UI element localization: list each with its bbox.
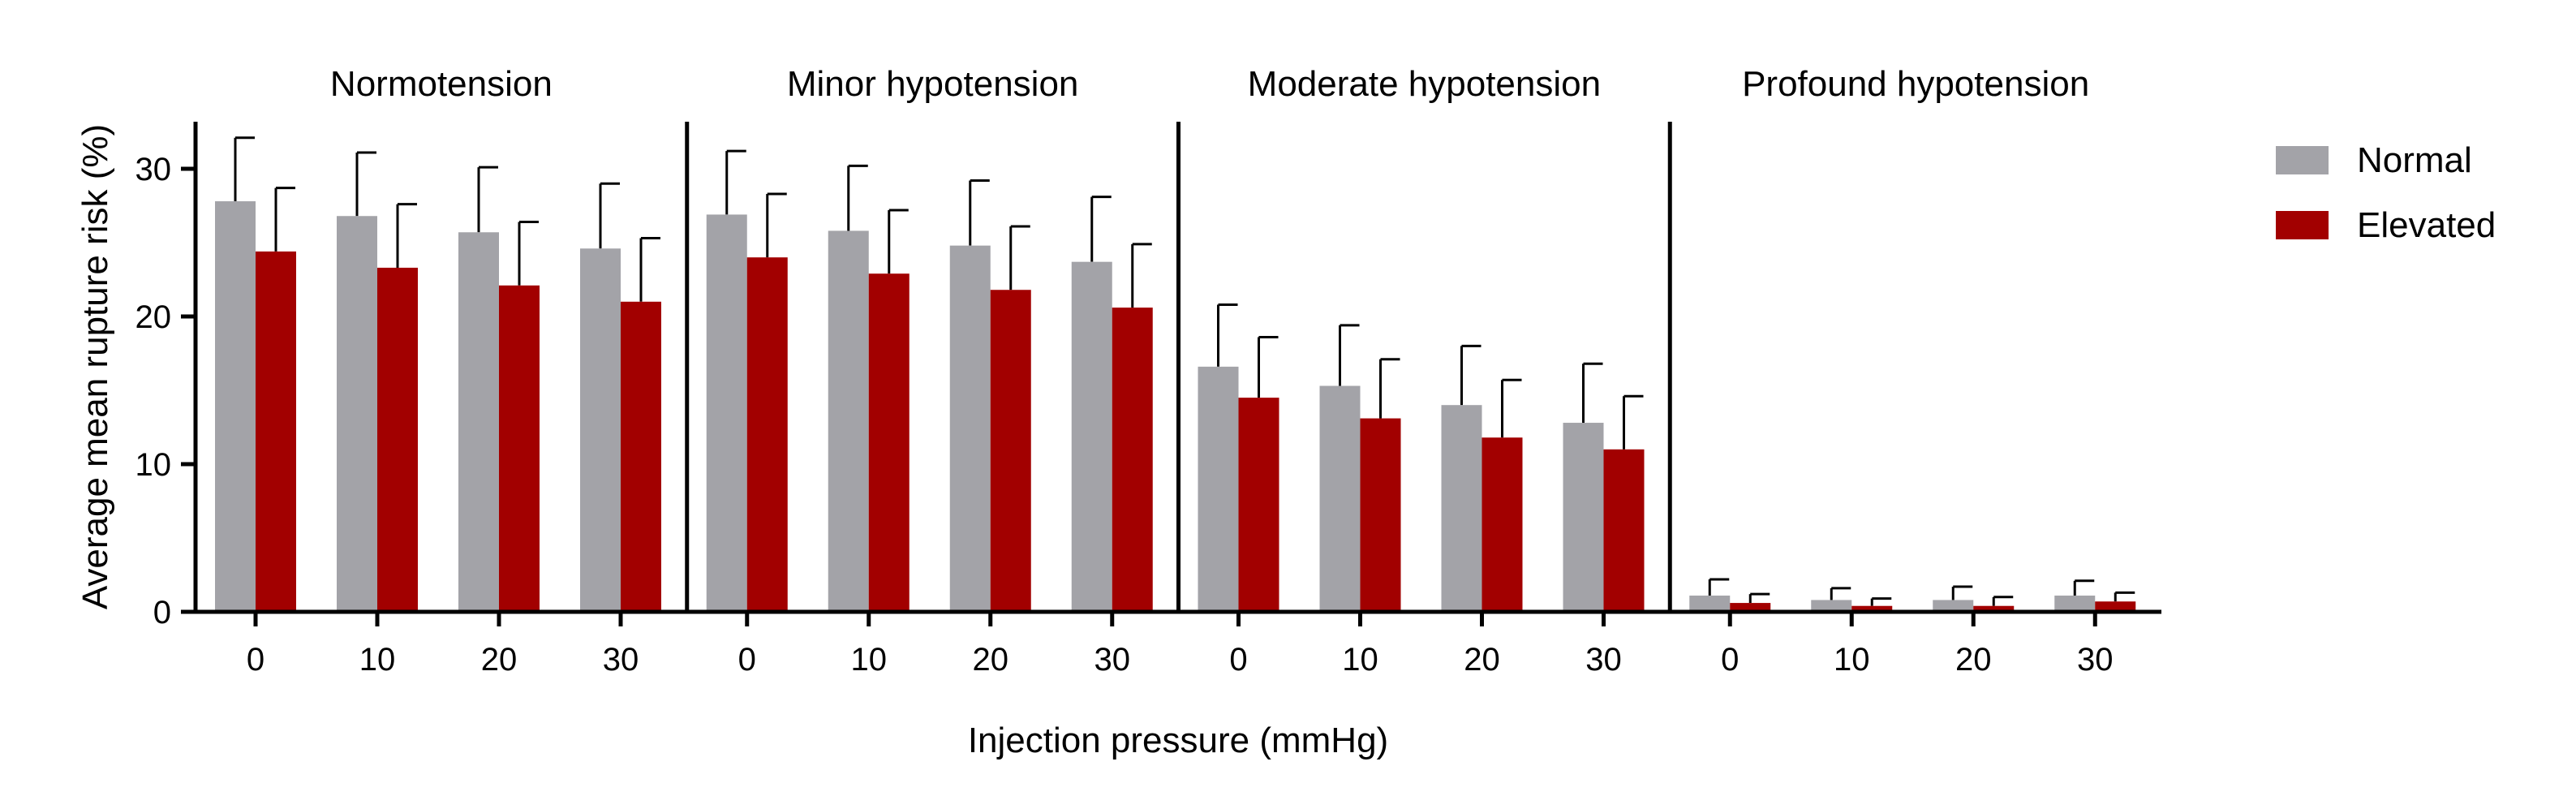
- bar-normal: [1319, 385, 1361, 612]
- bar-elevated: [990, 290, 1031, 612]
- x-tick-label: 30: [603, 642, 639, 678]
- bar-normal: [215, 201, 256, 613]
- bar-normal: [580, 248, 621, 612]
- panel-1: Normotension: [215, 64, 661, 613]
- bar-elevated: [1238, 398, 1279, 612]
- y-axis-title: Average mean rupture risk (%): [75, 124, 115, 609]
- panel-title: Moderate hypotension: [1248, 64, 1601, 104]
- legend-label: Normal: [2357, 140, 2472, 180]
- bar-normal: [1811, 600, 1852, 612]
- legend-swatch: [2276, 146, 2329, 174]
- x-tick-label: 0: [738, 642, 756, 678]
- x-tick-label: 0: [1229, 642, 1247, 678]
- bar-normal: [1071, 261, 1112, 612]
- bar-elevated: [1112, 308, 1153, 612]
- bar-elevated: [1603, 449, 1645, 612]
- x-tick-label: 10: [359, 642, 396, 678]
- x-tick-label: 30: [1094, 642, 1131, 678]
- x-tick-label: 10: [851, 642, 888, 678]
- bar-normal: [949, 245, 991, 612]
- x-axis-title: Injection pressure (mmHg): [968, 721, 1388, 760]
- x-tick-label: 20: [481, 642, 518, 678]
- bar-normal: [1933, 600, 1974, 612]
- bar-elevated: [868, 273, 910, 612]
- panel-3: Moderate hypotension: [1176, 64, 1645, 612]
- x-axis: 0 10 20 30 0 10 20 30 0 10 20 30 0 10 20 30: [196, 609, 2161, 678]
- x-tick-label: 0: [247, 642, 264, 678]
- x-tick-label: 30: [2077, 642, 2114, 678]
- bar-normal: [1689, 595, 1731, 612]
- bar-elevated: [621, 301, 661, 612]
- chart-panels: Normotension Minor hypotension Moderate hy…: [215, 64, 2136, 613]
- x-tick-label: 20: [1464, 642, 1500, 678]
- bar-elevated: [1851, 605, 1893, 612]
- bar-elevated: [377, 267, 418, 612]
- legend-swatch: [2276, 211, 2329, 239]
- bar-normal: [458, 232, 499, 612]
- y-axis: 0 10 20 30: [135, 122, 198, 630]
- y-tick-label: 10: [135, 447, 172, 483]
- bar-elevated: [2095, 601, 2136, 612]
- legend-item-elevated: Elevated: [2276, 205, 2496, 245]
- bar-normal: [828, 230, 869, 612]
- panel-title: Minor hypotension: [787, 64, 1079, 104]
- panel-title: Profound hypotension: [1742, 64, 2089, 104]
- x-tick-label: 10: [1834, 642, 1870, 678]
- bar-elevated: [1360, 418, 1401, 612]
- y-tick-label: 0: [153, 595, 171, 630]
- bar-elevated: [1730, 603, 1771, 612]
- bar-elevated: [1482, 437, 1523, 612]
- panel-title: Normotension: [330, 64, 553, 104]
- bar-elevated: [746, 257, 788, 612]
- bar-elevated: [499, 285, 540, 612]
- legend-item-normal: Normal: [2276, 140, 2472, 180]
- legend-label: Elevated: [2357, 205, 2496, 245]
- x-tick-label: 20: [1955, 642, 1992, 678]
- bar-normal: [2054, 595, 2096, 612]
- panel-2: Minor hypotension: [685, 64, 1153, 612]
- bar-normal: [1441, 405, 1482, 612]
- bar-elevated: [1973, 605, 2015, 612]
- bar-normal: [337, 216, 377, 612]
- bar-normal: [706, 214, 747, 612]
- bar-normal: [1198, 366, 1239, 612]
- bar-elevated: [256, 251, 296, 612]
- x-tick-label: 0: [1721, 642, 1739, 678]
- x-tick-label: 30: [1585, 642, 1622, 678]
- y-tick-label: 30: [135, 152, 172, 187]
- y-tick-label: 20: [135, 299, 172, 335]
- bar-normal: [1563, 423, 1604, 612]
- x-tick-label: 10: [1342, 642, 1378, 678]
- x-tick-label: 20: [973, 642, 1009, 678]
- legend: Normal Elevated: [2276, 140, 2496, 245]
- panel-4: Profound hypotension: [1667, 64, 2136, 612]
